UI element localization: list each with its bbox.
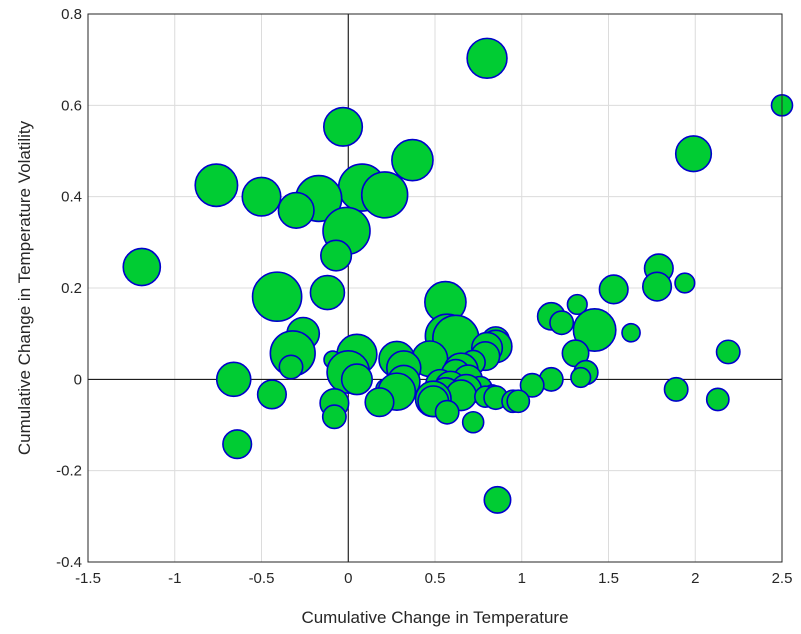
data-point: [364, 387, 395, 418]
data-point: [566, 293, 588, 316]
x-tick-label: 2.5: [772, 570, 793, 587]
data-point: [215, 361, 252, 398]
y-tick-label: -0.4: [56, 554, 82, 571]
x-tick-label: -0.5: [249, 570, 275, 587]
x-tick-label: 2: [691, 570, 699, 587]
data-point: [391, 138, 434, 182]
x-tick-label: -1: [168, 570, 181, 587]
x-tick-label: -1.5: [75, 570, 101, 587]
plot-frame: [87, 13, 783, 563]
data-point: [483, 485, 512, 514]
x-tick-labels: -1.5 -1 -0.5 0 0.5 1 1.5 2 2.5: [75, 570, 792, 587]
data-point: [256, 379, 287, 410]
bubble-series: [122, 37, 794, 514]
x-tick-label: 0: [344, 570, 352, 587]
data-point: [194, 163, 239, 208]
data-point: [122, 247, 162, 287]
x-tick-label: 1.5: [598, 570, 619, 587]
data-point: [277, 191, 315, 229]
data-point: [309, 274, 346, 311]
data-point: [715, 339, 741, 365]
y-tick-label: 0.2: [61, 280, 82, 297]
data-point: [506, 389, 531, 414]
data-point: [320, 239, 353, 272]
y-tick-label: 0.6: [61, 97, 82, 114]
y-tick-label: 0.4: [61, 189, 82, 206]
y-tick-label: -0.2: [56, 463, 82, 480]
data-point: [278, 354, 304, 380]
data-point: [360, 171, 409, 219]
x-tick-label: 1: [518, 570, 526, 587]
data-point: [572, 308, 617, 353]
data-point: [519, 372, 545, 398]
data-point: [340, 363, 373, 396]
data-point: [621, 322, 641, 343]
data-point: [549, 310, 575, 336]
y-tick-label: 0.8: [61, 6, 82, 23]
data-point: [642, 271, 673, 302]
data-point: [598, 274, 629, 305]
data-point: [323, 106, 364, 147]
y-axis-label: Cumulative Change in Temperature Volatil…: [15, 120, 34, 455]
data-point: [466, 37, 508, 80]
data-point: [251, 271, 303, 323]
data-point: [674, 135, 713, 173]
data-point: [321, 404, 347, 430]
data-point: [570, 366, 592, 389]
data-point: [705, 387, 730, 412]
x-axis-label: Cumulative Change in Temperature: [301, 608, 568, 627]
y-tick-label: 0: [74, 371, 82, 388]
x-tick-label: 0.5: [425, 570, 446, 587]
y-tick-labels: -0.4 -0.2 0 0.2 0.4 0.6 0.8: [56, 6, 82, 571]
data-point: [663, 376, 689, 402]
data-point: [241, 176, 282, 217]
data-point: [461, 410, 485, 434]
data-point: [434, 399, 460, 425]
data-point: [222, 429, 253, 460]
data-point: [674, 272, 696, 294]
